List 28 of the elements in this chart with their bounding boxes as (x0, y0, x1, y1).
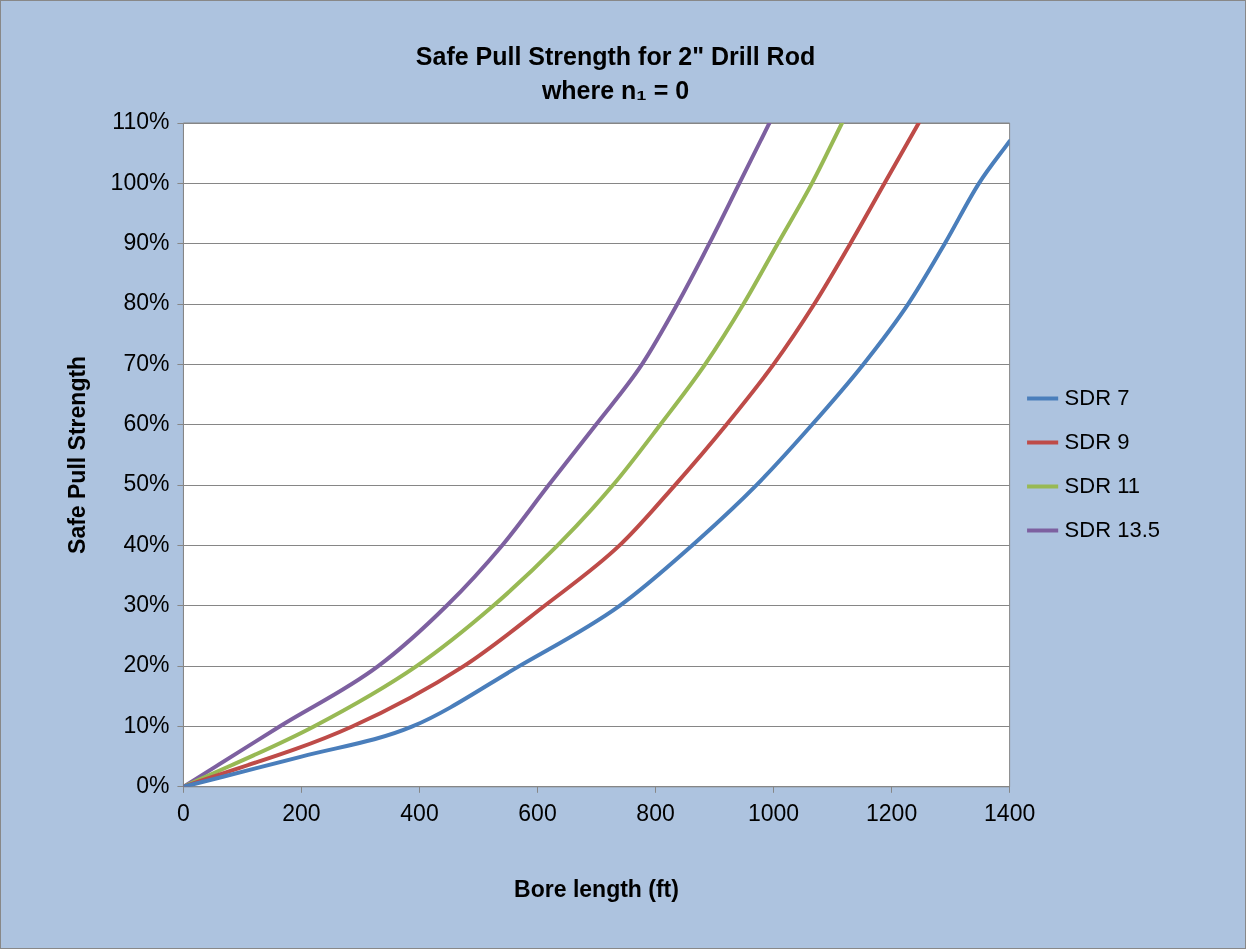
x-tick-label: 800 (636, 799, 675, 826)
chart-subtitle: where n₁ = 0 (540, 75, 690, 104)
y-tick-label: 20% (123, 651, 170, 678)
x-tick-label: 1000 (747, 799, 800, 826)
y-tick-label: 50% (123, 470, 170, 497)
x-tick-label: 600 (518, 799, 557, 826)
x-axis-title: Bore length (ft) (514, 875, 679, 902)
y-tick-label: 30% (123, 591, 170, 618)
y-tick-label: 40% (123, 530, 170, 557)
y-tick-label: 110% (112, 108, 170, 135)
y-tick-label: 100% (110, 168, 170, 195)
y-tick-label: 80% (123, 289, 170, 316)
y-tick-label: 10% (123, 711, 170, 738)
x-tick-label: 400 (400, 799, 439, 826)
x-tick-label: 1400 (984, 799, 1036, 826)
legend-label: SDR 13.5 (1064, 516, 1161, 542)
legend-label: SDR 7 (1064, 384, 1130, 410)
x-tick-label: 0 (177, 799, 190, 826)
y-axis-title: Safe Pull Strength (64, 355, 91, 554)
x-tick-label: 1200 (866, 799, 918, 826)
y-tick-label: 0% (136, 772, 170, 799)
y-tick-label: 60% (123, 410, 170, 437)
y-tick-label: 70% (123, 349, 170, 376)
legend-label: SDR 11 (1064, 472, 1141, 498)
chart-title: Safe Pull Strength for 2" Drill Rod (415, 41, 816, 70)
y-tick-label: 90% (123, 229, 170, 256)
x-tick-label: 200 (282, 799, 321, 826)
legend-label: SDR 9 (1064, 428, 1130, 454)
